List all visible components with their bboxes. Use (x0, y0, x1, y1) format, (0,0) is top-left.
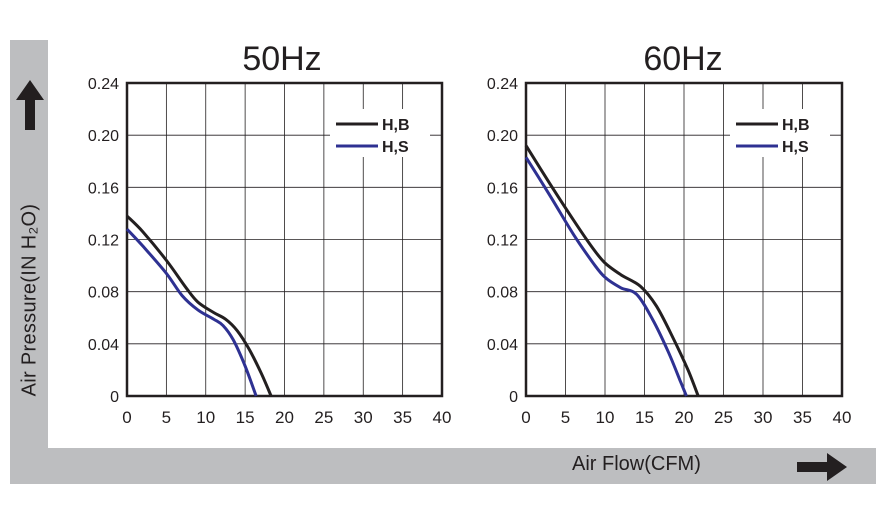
x-tick-label: 25 (314, 408, 333, 427)
plot-frame (125, 81, 444, 398)
y-tick-label: 0 (509, 389, 518, 406)
x-tick-label: 5 (561, 408, 570, 427)
x-tick-label: 30 (354, 408, 373, 427)
x-axis-label: Air Flow(CFM) (572, 453, 701, 475)
x-tick-label: 20 (675, 408, 694, 427)
x-tick-label: 15 (635, 408, 654, 427)
y-tick-label: 0.04 (487, 337, 518, 354)
chart-title: 60Hz (643, 40, 722, 78)
x-tick-label: 35 (793, 408, 812, 427)
y-tick-label: 0.08 (487, 285, 518, 302)
y-tick-label: 0.24 (88, 76, 119, 93)
x-axis-band (10, 448, 876, 484)
x-tick-label: 10 (196, 408, 215, 427)
x-tick-label: 40 (433, 408, 452, 427)
x-tick-label: 15 (236, 408, 255, 427)
arrow-up-icon (16, 80, 44, 130)
plot-frame (524, 81, 844, 398)
series-line (524, 144, 700, 397)
x-tick-label: 5 (162, 408, 171, 427)
legend-box (330, 109, 430, 157)
legend-label: H,B (782, 117, 810, 134)
y-tick-label: 0.08 (88, 285, 119, 302)
series-line (524, 156, 688, 397)
y-tick-label: 0.12 (88, 233, 119, 250)
legend-label: H,S (782, 139, 809, 156)
series-line (125, 228, 258, 397)
legend-box (730, 109, 830, 157)
x-tick-label: 20 (275, 408, 294, 427)
y-tick-label: 0.24 (487, 76, 518, 93)
y-tick-label: 0.16 (88, 180, 119, 197)
x-tick-label: 0 (122, 408, 131, 427)
y-tick-label: 0.04 (88, 337, 119, 354)
x-tick-label: 35 (393, 408, 412, 427)
x-tick-label: 30 (754, 408, 773, 427)
legend-label: H,B (382, 117, 410, 134)
series-line (125, 214, 273, 397)
legend-label: H,S (382, 139, 409, 156)
arrow-right-icon (797, 453, 847, 481)
y-tick-label: 0.20 (487, 128, 518, 145)
x-tick-label: 0 (521, 408, 530, 427)
chart-title: 50Hz (242, 40, 321, 78)
x-tick-label: 40 (833, 408, 852, 427)
x-tick-label: 10 (596, 408, 615, 427)
y-tick-label: 0.12 (487, 233, 518, 250)
x-tick-label: 25 (714, 408, 733, 427)
y-tick-label: 0 (110, 389, 119, 406)
y-tick-label: 0.16 (487, 180, 518, 197)
y-tick-label: 0.20 (88, 128, 119, 145)
